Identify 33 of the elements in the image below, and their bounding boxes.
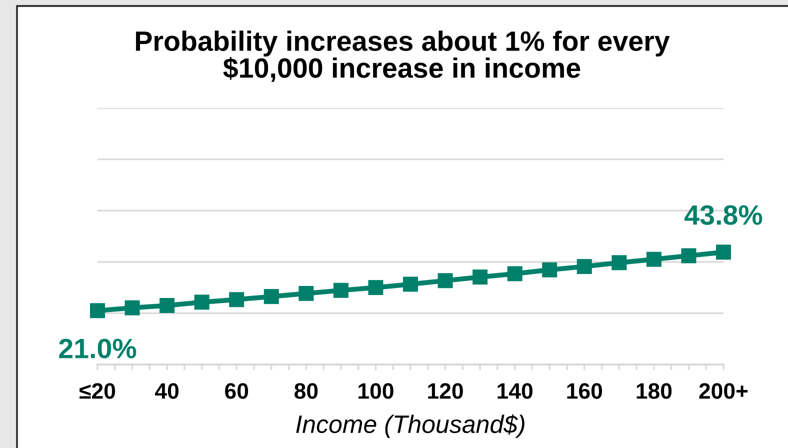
x-tick-label: 120 — [428, 383, 463, 399]
point — [194, 294, 210, 310]
point — [124, 300, 140, 316]
x-tick-label: 100 — [358, 383, 394, 399]
x-tick-label: 80 — [294, 383, 318, 399]
point — [333, 282, 348, 298]
data-label: 43.8% — [684, 205, 762, 225]
point — [160, 298, 175, 314]
x-tick-label: 40 — [155, 383, 179, 399]
x-tick-label: 180 — [636, 383, 672, 399]
point — [681, 248, 696, 264]
point — [90, 303, 105, 318]
x-axis-title: Income (Thousand$) — [296, 414, 524, 438]
point — [612, 255, 627, 270]
point — [646, 252, 662, 267]
point — [264, 289, 279, 304]
point — [716, 244, 731, 260]
point — [298, 286, 314, 301]
chart-title: Probability increases about 1% for every $10,000 increase in income — [136, 30, 670, 82]
point — [368, 280, 384, 296]
data-label: 21.0% — [59, 338, 136, 358]
point — [472, 270, 488, 285]
x-tick-label: 160 — [567, 383, 602, 399]
point — [507, 266, 522, 282]
point — [229, 292, 244, 308]
x-tick-label: 200+ — [699, 383, 748, 399]
point — [438, 273, 453, 288]
x-tick-label: 60 — [225, 383, 248, 399]
x-tick-label: ≤20 — [80, 383, 116, 399]
point — [542, 262, 558, 278]
point — [403, 276, 418, 292]
point — [576, 259, 592, 274]
x-tick-label: 140 — [498, 383, 532, 399]
